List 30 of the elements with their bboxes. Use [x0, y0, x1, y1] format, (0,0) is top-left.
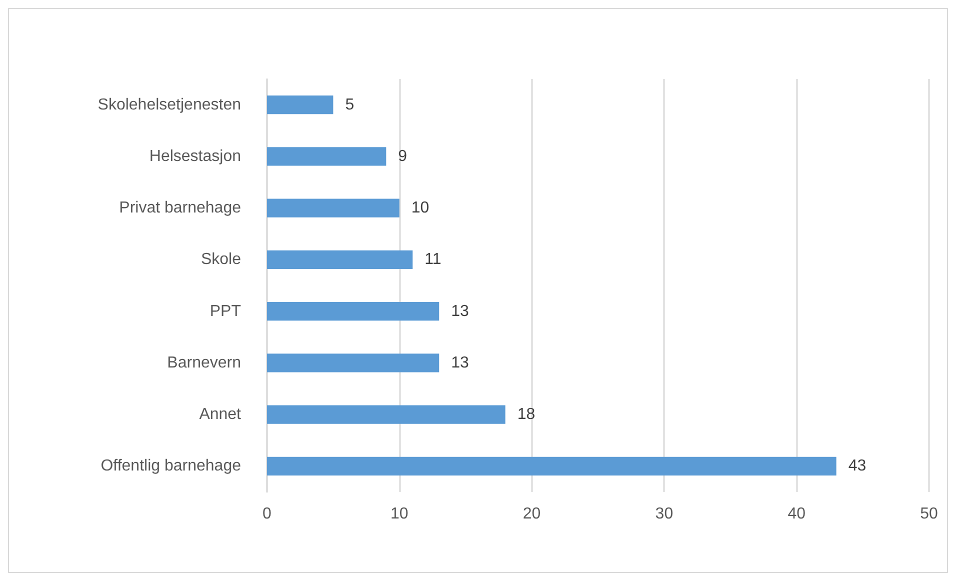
y-tick-label: Barnevern [167, 354, 241, 372]
x-tick-label: 20 [522, 506, 541, 522]
data-label: 9 [398, 148, 408, 165]
y-tick-label: Privat barnehage [119, 200, 242, 217]
x-tick-label: 40 [788, 506, 806, 522]
bar [267, 405, 506, 424]
x-tick-label: 50 [920, 506, 938, 522]
y-tick-label: Skole [200, 251, 242, 268]
bar [267, 456, 836, 476]
data-label: 5 [345, 96, 354, 114]
data-label: 11 [424, 251, 442, 268]
bar [267, 147, 386, 166]
y-tick-label: Annet [199, 406, 242, 424]
y-tick-label: PPT [210, 302, 242, 320]
bar [267, 354, 440, 372]
bar [267, 96, 334, 114]
y-tick-label: Skolehelsetjenesten [98, 96, 241, 114]
y-tick-label: Helsestasjon [149, 148, 241, 165]
x-tick-label: 10 [390, 506, 408, 522]
data-label: 18 [517, 406, 536, 424]
x-tick-label: 0 [262, 506, 272, 522]
data-label: 43 [848, 458, 866, 475]
x-tick-label: 30 [655, 506, 674, 522]
data-label: 13 [451, 354, 470, 372]
y-tick-label: Offentlig barnehage [100, 458, 242, 475]
bar [267, 250, 413, 269]
bar [267, 198, 400, 218]
data-label: 13 [451, 302, 470, 320]
data-label: 10 [411, 200, 430, 217]
bar [267, 302, 440, 321]
